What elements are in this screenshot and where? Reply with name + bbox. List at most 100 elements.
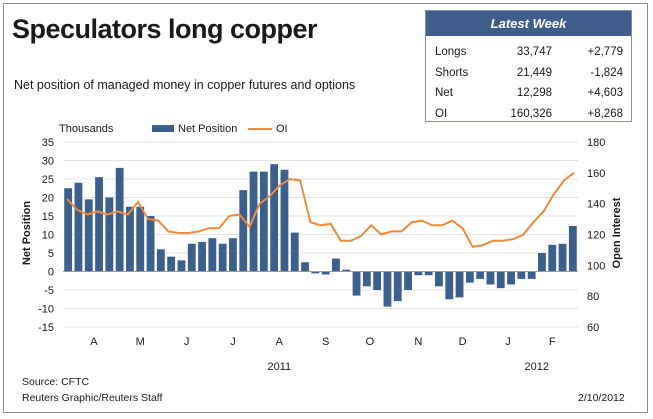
row-value: 21,449	[516, 66, 552, 79]
net-position-bar	[558, 243, 567, 272]
net-position-bar	[476, 271, 485, 279]
net-position-bar	[383, 271, 392, 307]
month-label: M	[136, 336, 145, 348]
row-value: 160,326	[510, 107, 552, 120]
year-label: 2011	[267, 361, 291, 373]
latest-week-row: Net 12,298 +4,603	[426, 83, 631, 104]
row-label: Shorts	[435, 66, 469, 79]
net-position-bar	[393, 271, 402, 302]
right-tick-label: 140	[587, 199, 605, 211]
net-position-bar	[455, 271, 464, 298]
net-position-bar	[239, 190, 248, 272]
x-axis-ticks: A M J J A S O N D J F 2011 2012	[90, 336, 556, 373]
net-position-bar	[105, 197, 114, 272]
left-tick-label: 10	[42, 230, 54, 242]
month-label: F	[549, 336, 556, 348]
month-label: J	[230, 336, 236, 348]
row-change: +8,268	[587, 107, 624, 120]
net-position-bar	[126, 206, 134, 272]
net-position-bar	[496, 271, 505, 289]
net-position-bar	[332, 258, 340, 272]
net-position-bar	[115, 167, 124, 272]
month-label: O	[366, 336, 375, 348]
net-position-bar	[270, 164, 279, 272]
chart-title: Speculators long copper	[12, 14, 318, 44]
net-position-bar	[568, 225, 577, 272]
month-label: S	[322, 336, 329, 348]
month-label: N	[414, 336, 422, 348]
legend-swatch-net-position	[152, 125, 174, 132]
net-position-bar	[167, 256, 176, 272]
net-position-bar	[517, 271, 526, 279]
net-position-bar	[486, 271, 495, 285]
left-axis-label: Net Position	[21, 201, 33, 265]
net-position-bar	[342, 269, 351, 272]
net-position-bar	[84, 199, 93, 272]
row-label: Net	[435, 87, 453, 99]
net-position-bar	[146, 216, 155, 272]
chart-subtitle: Net position of managed money in copper …	[14, 78, 356, 92]
row-label: OI	[435, 107, 448, 120]
right-tick-label: 80	[587, 291, 599, 303]
net-position-bar	[373, 271, 382, 290]
latest-week-heading: Latest Week	[426, 11, 631, 36]
net-position-bars	[64, 164, 577, 307]
month-label: J	[505, 336, 511, 348]
right-axis-ticks: 60 80 100 120 140 160 180	[587, 137, 605, 334]
month-label: D	[459, 336, 467, 348]
left-tick-label: 30	[42, 156, 54, 168]
legend: Net Position OI	[152, 123, 288, 135]
legend-label-net-position: Net Position	[178, 123, 237, 135]
net-position-bar	[352, 271, 361, 296]
left-tick-label: 20	[42, 193, 54, 205]
row-value: 33,747	[516, 46, 552, 58]
net-position-bar	[74, 182, 83, 272]
legend-label-oi: OI	[276, 123, 288, 135]
net-position-bar	[362, 271, 371, 287]
latest-week-table: Latest Week Longs 33,747 +2,779 Shorts 2…	[425, 10, 632, 122]
units-label: Thousands	[59, 123, 114, 135]
left-tick-label: 0	[48, 267, 54, 279]
net-position-bar	[404, 271, 412, 290]
net-position-bar	[548, 244, 557, 272]
net-position-bar	[527, 271, 536, 279]
net-position-bar	[435, 271, 443, 287]
month-label: J	[184, 336, 190, 348]
left-tick-label: 25	[42, 174, 54, 186]
net-position-bar	[136, 206, 145, 272]
net-position-bar	[218, 243, 227, 272]
row-change: +4,603	[587, 87, 624, 99]
month-label: A	[276, 336, 284, 348]
source-note: Source: CFTC	[22, 376, 90, 388]
net-position-bar	[538, 253, 546, 272]
year-label: 2012	[525, 361, 549, 373]
net-position-bar	[321, 271, 330, 275]
net-position-bar	[64, 188, 73, 272]
latest-week-row: Shorts 21,449 -1,824	[426, 63, 631, 84]
left-axis-ticks: -15 -10 -5 0 5 10 15 20 25 30 35	[38, 137, 54, 334]
net-position-bar	[208, 238, 217, 272]
chart-date: 2/10/2012	[578, 392, 625, 404]
row-change: -1,824	[590, 66, 623, 79]
net-position-bar	[229, 238, 237, 272]
row-change: +2,779	[587, 46, 624, 58]
left-tick-label: -15	[38, 322, 54, 334]
row-value: 12,298	[516, 87, 552, 99]
latest-week-row: Longs 33,747 +2,779	[426, 42, 631, 63]
left-tick-label: 5	[48, 248, 54, 260]
net-position-bar	[465, 271, 474, 283]
net-position-bar	[290, 232, 299, 272]
left-tick-label: -10	[38, 304, 54, 316]
net-position-bar	[280, 169, 289, 272]
net-position-bar	[95, 177, 103, 272]
net-position-bar	[156, 249, 165, 272]
net-position-bar	[259, 171, 268, 272]
month-label: A	[90, 336, 98, 348]
right-tick-label: 120	[587, 230, 605, 242]
net-position-bar	[177, 260, 186, 272]
latest-week-row: OI 160,326 +8,268	[426, 104, 631, 125]
left-tick-label: 15	[42, 211, 54, 223]
left-tick-label: -5	[44, 285, 54, 297]
net-position-bar	[424, 271, 433, 276]
